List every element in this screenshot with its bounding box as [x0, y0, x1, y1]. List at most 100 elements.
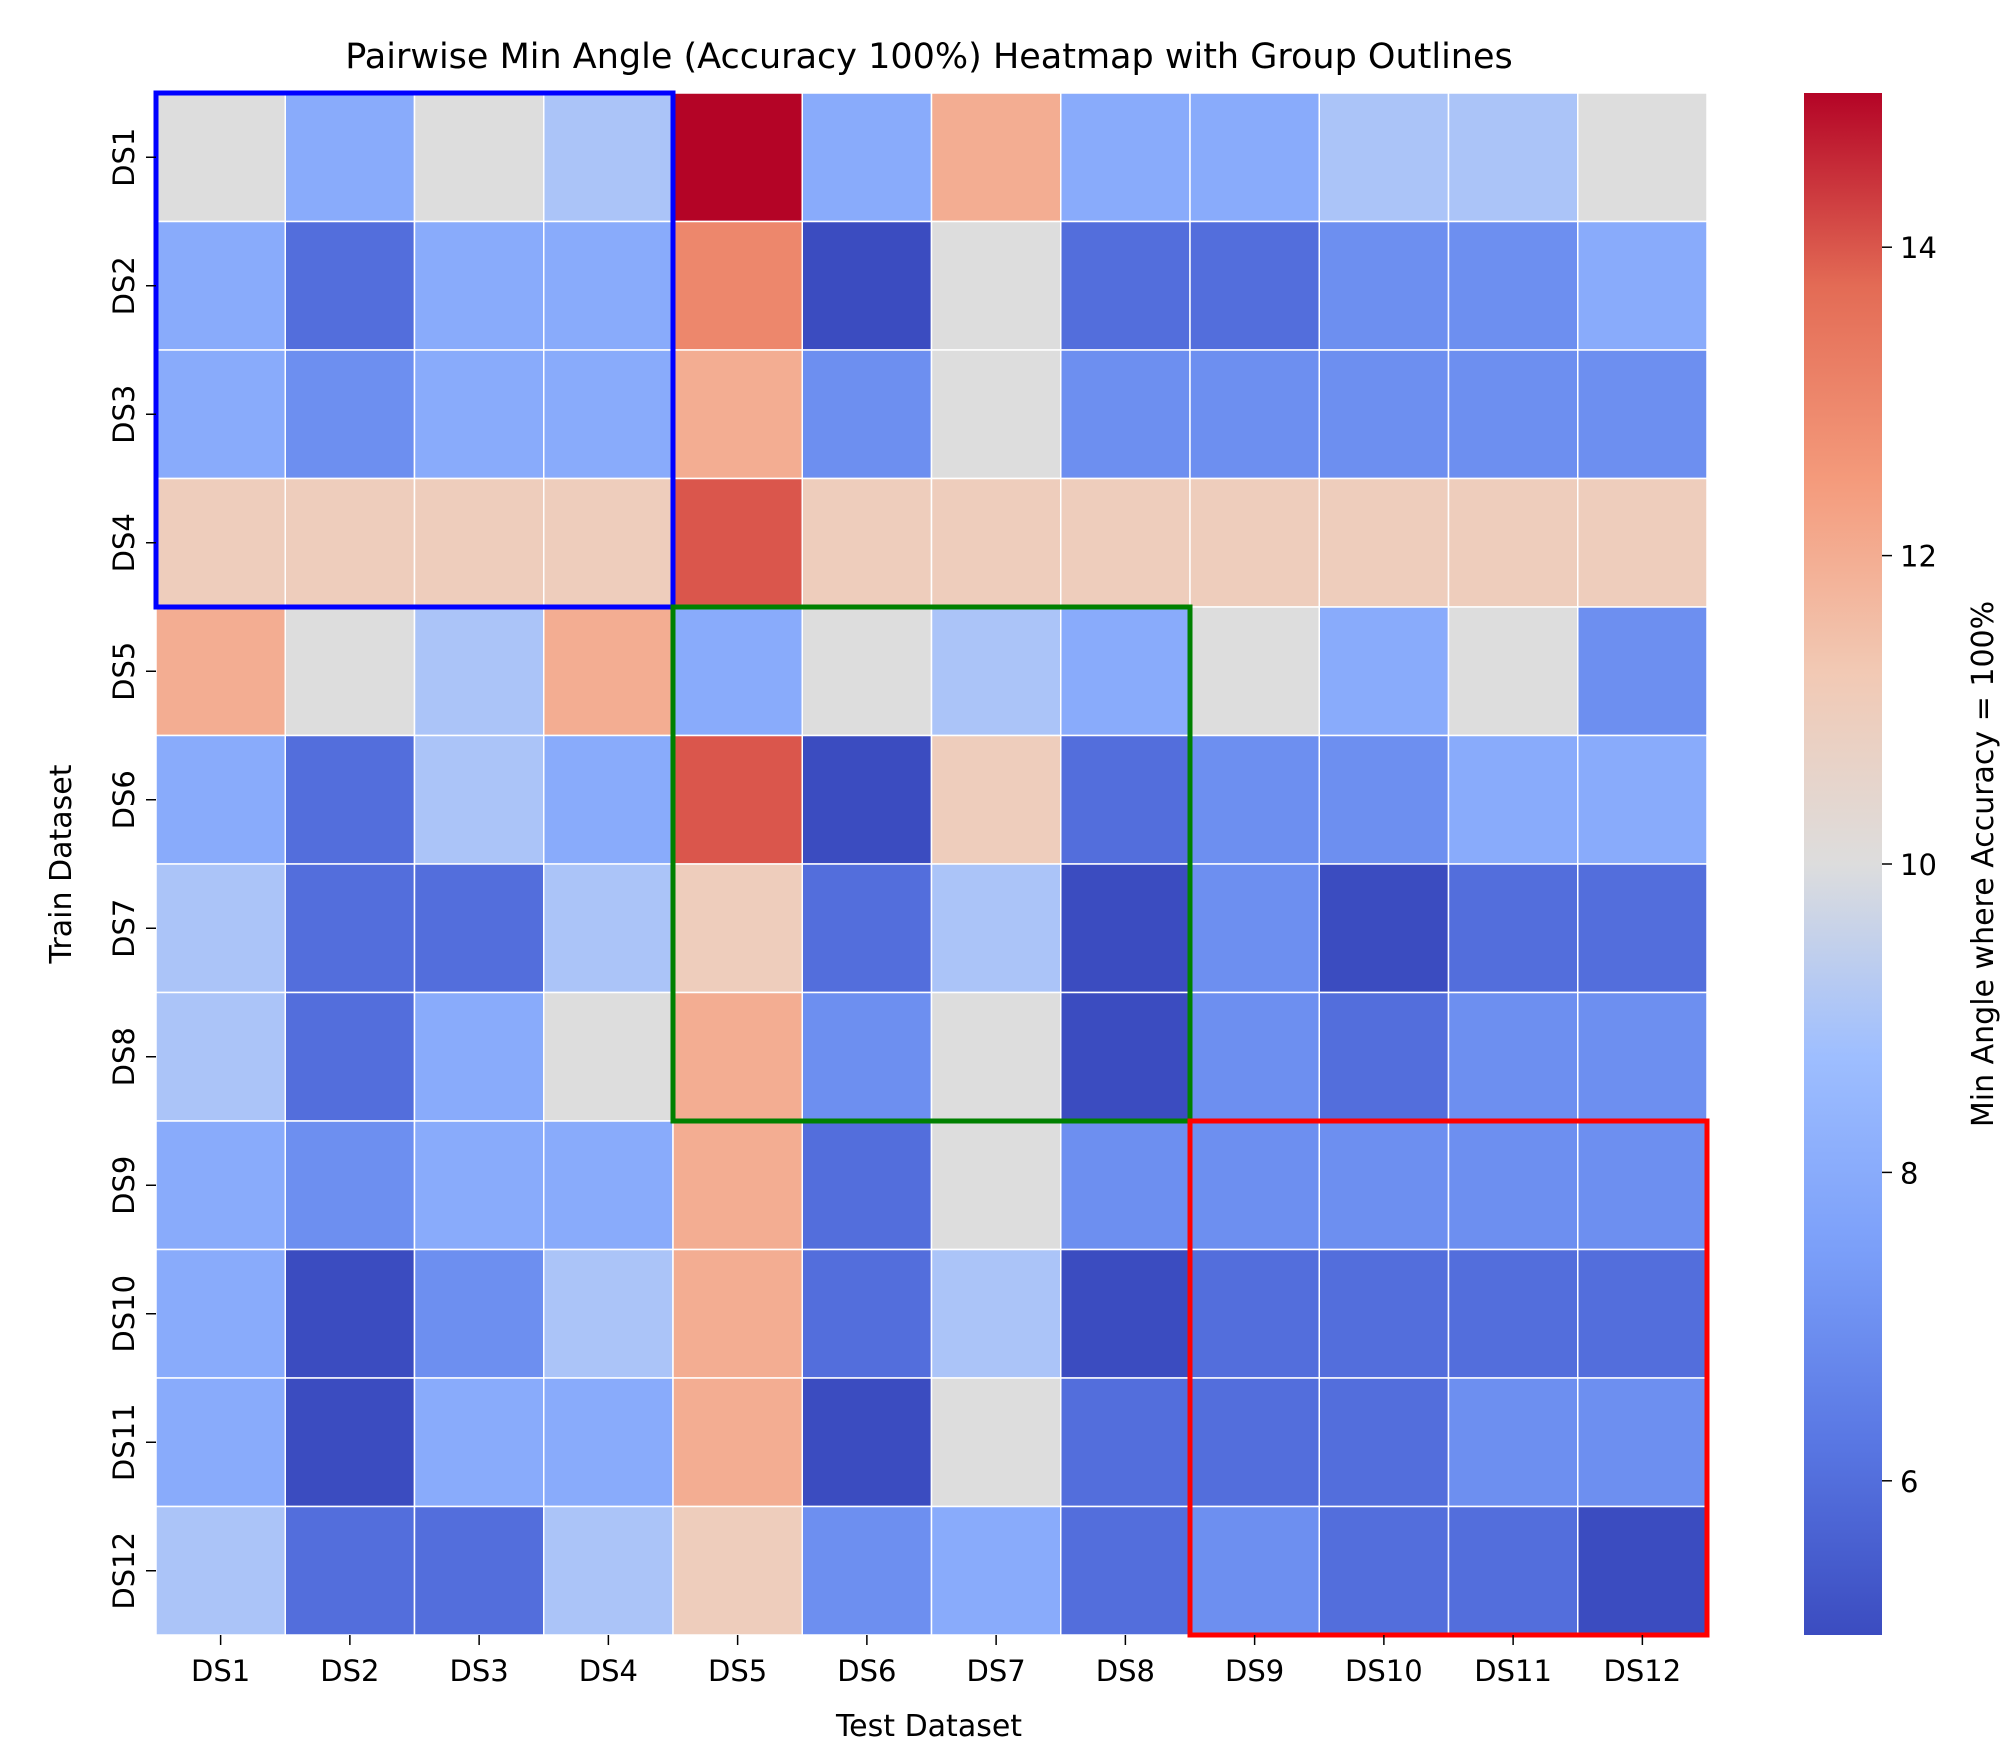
heatmap-cell: [1060, 606, 1191, 737]
heatmap-cell: [543, 606, 674, 737]
heatmap-cell: [672, 1120, 803, 1251]
heatmap-cell: [672, 1505, 803, 1636]
heatmap-cell: [930, 1248, 1062, 1379]
group-outline: [1187, 1118, 1710, 1638]
heatmap-cell: [284, 606, 416, 737]
x-tick-label: DS5: [708, 1654, 767, 1688]
heatmap-cell: [801, 606, 933, 737]
heatmap-cell: [1577, 92, 1708, 223]
heatmap-cell: [1577, 606, 1708, 737]
heatmap-cell: [930, 991, 1062, 1122]
heatmap-cell: [413, 92, 545, 223]
heatmap-cell: [1447, 991, 1579, 1122]
y-tick-label: DS9: [107, 1156, 141, 1215]
heatmap-cell: [155, 734, 286, 865]
y-tick-label: DS8: [107, 1027, 141, 1086]
heatmap-cell: [543, 92, 674, 223]
x-tick-label: DS6: [837, 1654, 896, 1688]
heatmap-cell: [930, 349, 1062, 480]
colorbar-tick-label: 6: [1900, 1465, 1918, 1499]
y-tick-label: DS1: [107, 128, 141, 187]
heatmap-cell: [1060, 991, 1191, 1122]
heatmap-cell: [413, 477, 545, 608]
heatmap-cell: [930, 734, 1062, 865]
heatmap-cell: [543, 863, 674, 994]
heatmap-cell: [801, 1120, 933, 1251]
heatmap-cell: [801, 220, 933, 351]
heatmap-cell: [413, 349, 545, 480]
x-tick-label: DS10: [1345, 1654, 1423, 1688]
heatmap-cell: [672, 1248, 803, 1379]
heatmap-cell: [1447, 734, 1579, 865]
heatmap-cell: [672, 991, 803, 1122]
colorbar-ticks: 6 8 10 12 14: [1882, 231, 1937, 1499]
heatmap-cell: [1577, 1120, 1708, 1251]
x-axis-label: Test Dataset: [835, 1709, 1022, 1744]
heatmap-cell: [1577, 1505, 1708, 1636]
heatmap-cell: [1060, 1248, 1191, 1379]
heatmap-cell: [672, 863, 803, 994]
heatmap-cell: [1060, 92, 1191, 223]
heatmap-cells: [155, 92, 1708, 1636]
heatmap-cell: [155, 349, 286, 480]
heatmap-cell: [930, 1505, 1062, 1636]
heatmap-cell: [801, 1248, 933, 1379]
heatmap-cell: [1577, 991, 1708, 1122]
heatmap-cell: [1318, 863, 1450, 994]
x-tick-label: DS4: [579, 1654, 638, 1688]
heatmap-cell: [672, 349, 803, 480]
heatmap-cell: [930, 220, 1062, 351]
heatmap-cell: [155, 1505, 286, 1636]
heatmap-cell: [413, 1377, 545, 1508]
heatmap-cell: [543, 1505, 674, 1636]
heatmap-cell: [672, 1377, 803, 1508]
heatmap-cell: [155, 477, 286, 608]
heatmap-cell: [1189, 477, 1320, 608]
heatmap-cell: [543, 349, 674, 480]
heatmap-cell: [543, 1377, 674, 1508]
heatmap-cell: [284, 220, 416, 351]
heatmap-cell: [284, 734, 416, 865]
colorbar-tick-label: 12: [1900, 540, 1937, 574]
heatmap-cell: [155, 991, 286, 1122]
heatmap-cell: [1318, 1120, 1450, 1251]
heatmap-cell: [284, 991, 416, 1122]
heatmap-cell: [543, 220, 674, 351]
chart-title: Pairwise Min Angle (Accuracy 100%) Heatm…: [345, 37, 1513, 77]
heatmap-cell: [413, 1505, 545, 1636]
heatmap-cell: [1189, 220, 1320, 351]
heatmap-cell: [284, 863, 416, 994]
heatmap-cell: [1318, 92, 1450, 223]
heatmap-cell: [284, 349, 416, 480]
heatmap-cell: [930, 863, 1062, 994]
heatmap-cell: [1318, 606, 1450, 737]
heatmap-cell: [284, 1248, 416, 1379]
heatmap-cell: [284, 477, 416, 608]
heatmap-cell: [672, 477, 803, 608]
x-axis-ticks: DS1 DS2 DS3 DS4 DS5 DS6 DS7 DS8 DS9 DS10 DS11 DS12: [191, 1635, 1681, 1688]
heatmap-cell: [930, 477, 1062, 608]
heatmap-cell: [1189, 606, 1320, 737]
colorbar-tick-label: 8: [1900, 1156, 1918, 1190]
heatmap-cell: [1577, 349, 1708, 480]
heatmap-cell: [801, 734, 933, 865]
heatmap-cell: [930, 1377, 1062, 1508]
heatmap-cell: [1060, 1505, 1191, 1636]
heatmap-cell: [413, 1248, 545, 1379]
heatmap-cell: [413, 863, 545, 994]
y-tick-label: DS7: [107, 899, 141, 958]
heatmap-cell: [1189, 1505, 1320, 1636]
x-tick-label: DS7: [967, 1654, 1026, 1688]
heatmap-cell: [413, 734, 545, 865]
heatmap-cell: [543, 1120, 674, 1251]
heatmap-cell: [413, 1120, 545, 1251]
y-tick-label: DS4: [107, 513, 141, 572]
x-tick-label: DS11: [1474, 1654, 1552, 1688]
colorbar-tick-label: 10: [1900, 848, 1937, 882]
x-tick-label: DS3: [450, 1654, 509, 1688]
heatmap-cell: [1189, 734, 1320, 865]
heatmap-cell: [1060, 220, 1191, 351]
y-tick-label: DS6: [107, 770, 141, 829]
heatmap-cell: [1060, 863, 1191, 994]
